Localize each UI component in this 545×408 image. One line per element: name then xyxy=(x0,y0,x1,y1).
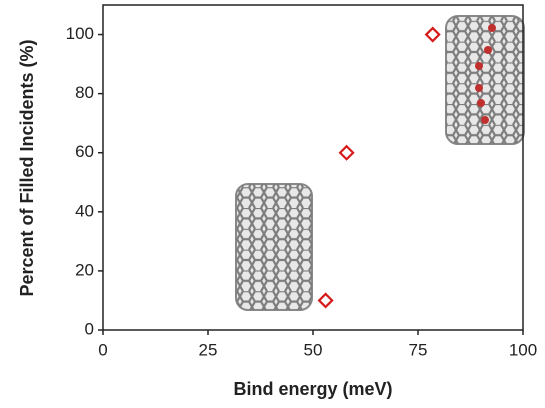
y-tick-label: 80 xyxy=(75,83,94,102)
y-tick-label: 60 xyxy=(75,142,94,161)
y-tick-label: 40 xyxy=(75,201,94,220)
y-axis-title: Percent of Filled Incidents (%) xyxy=(17,39,37,296)
y-tick-label: 100 xyxy=(66,24,94,43)
x-axis-title: Bind energy (meV) xyxy=(233,379,392,399)
x-tick-label: 0 xyxy=(98,340,107,359)
nanotube-empty xyxy=(236,184,312,310)
x-tick-label: 75 xyxy=(409,340,428,359)
page: Bind energy (meV) Percent of Filled Inci… xyxy=(0,0,545,408)
x-tick-label: 25 xyxy=(199,340,218,359)
y-tick-label: 20 xyxy=(75,260,94,279)
nanotube-filled xyxy=(446,16,524,144)
marker xyxy=(340,146,353,159)
x-tick-label: 50 xyxy=(304,340,323,359)
x-tick-label: 100 xyxy=(509,340,537,359)
marker xyxy=(319,294,332,307)
y-tick-label: 0 xyxy=(85,319,94,338)
chart: Bind energy (meV) Percent of Filled Inci… xyxy=(0,0,545,408)
marker xyxy=(426,28,439,41)
